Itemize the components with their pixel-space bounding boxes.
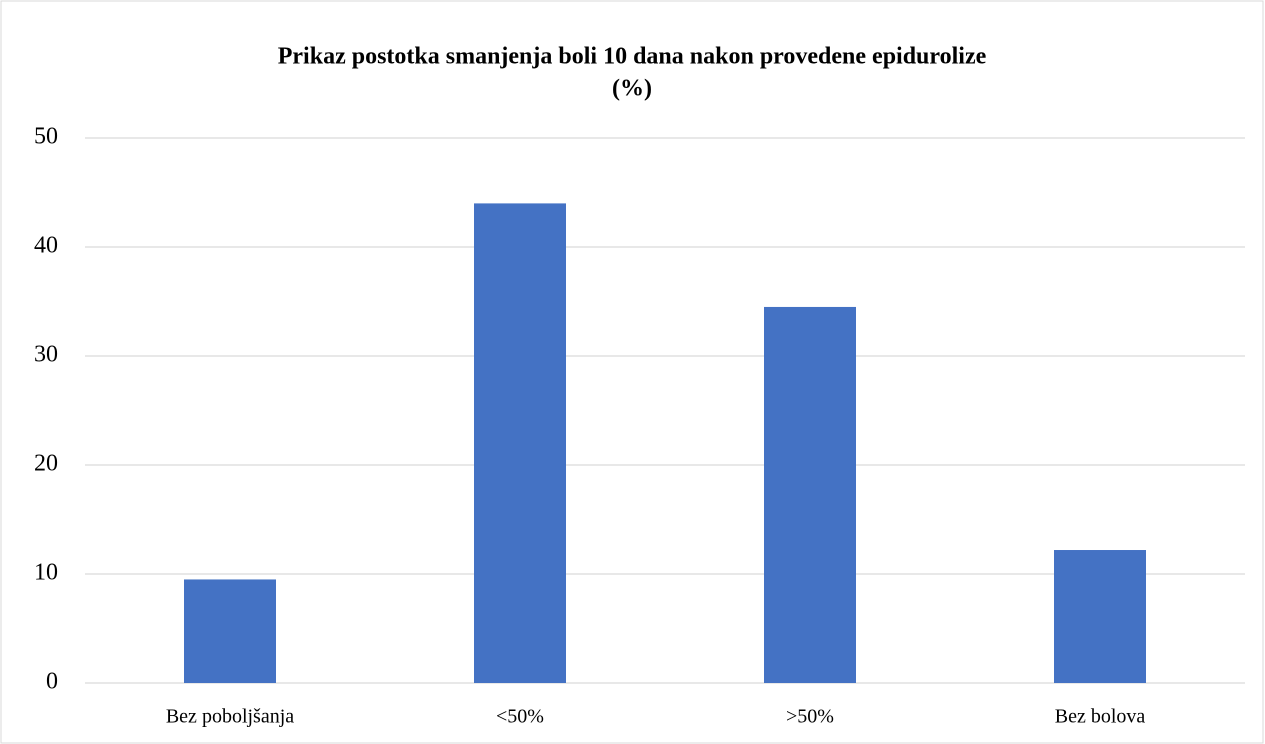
y-tick-label: 40 bbox=[34, 233, 58, 259]
x-tick-label: Bez poboljšanja bbox=[166, 706, 294, 728]
y-tick-label: 30 bbox=[34, 342, 58, 368]
x-tick-label: Bez bolova bbox=[1055, 706, 1146, 728]
chart-title: (%) bbox=[612, 76, 652, 102]
bar bbox=[1054, 550, 1146, 683]
y-tick-label: 20 bbox=[34, 451, 58, 477]
bar bbox=[184, 579, 276, 683]
chart-title: Prikaz postotka smanjenja boli 10 dana n… bbox=[278, 44, 987, 70]
y-tick-label: 0 bbox=[46, 669, 58, 695]
x-tick-label: >50% bbox=[786, 706, 834, 728]
bar bbox=[474, 203, 566, 683]
x-tick-label: <50% bbox=[496, 706, 544, 728]
y-tick-label: 10 bbox=[34, 560, 58, 586]
bar bbox=[764, 306, 856, 683]
y-tick-label: 50 bbox=[34, 124, 58, 150]
